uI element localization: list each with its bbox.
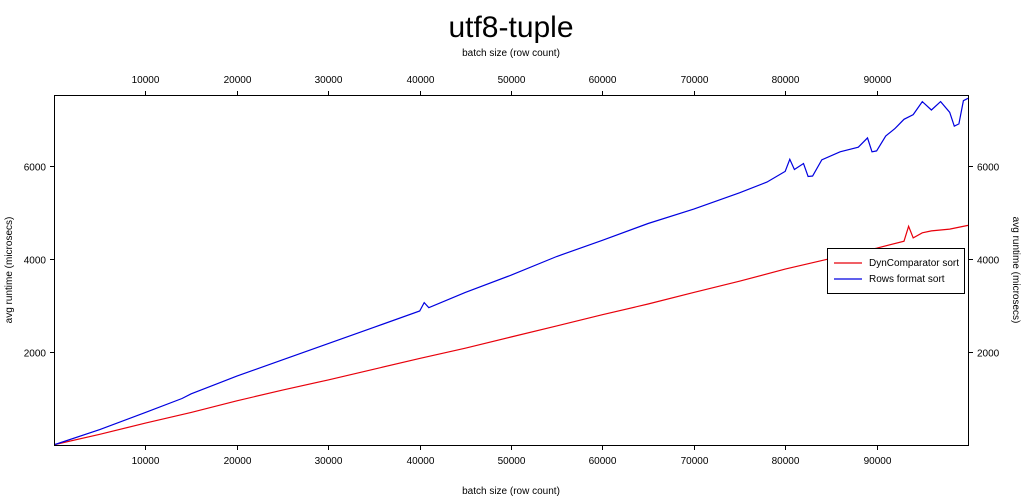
- x-tick-label-bottom: 70000: [681, 456, 709, 467]
- y-tick-label-right: 4000: [977, 256, 1000, 267]
- axis-ticks: 10000 10000 20000 20000 30000 30000 40000 40000…: [24, 75, 1000, 467]
- y-tick-label-left: 6000: [24, 163, 47, 174]
- legend: DynComparator sort Rows format sort: [827, 248, 965, 294]
- x-tick-label-top: 20000: [224, 75, 252, 86]
- legend-label-dyncomparator: DynComparator sort: [869, 258, 959, 269]
- series-line-rows-format: [54, 97, 969, 446]
- x-tick-label-bottom: 60000: [589, 456, 617, 467]
- x-axis-label-bottom: batch size (row count): [462, 486, 560, 497]
- x-tick-label-bottom: 50000: [498, 456, 526, 467]
- y-tick-label-right: 2000: [977, 349, 1000, 360]
- x-tick-label-top: 80000: [772, 75, 800, 86]
- x-tick-label-bottom: 80000: [772, 456, 800, 467]
- x-tick-label-bottom: 40000: [407, 456, 435, 467]
- series-layer: [54, 97, 969, 446]
- y-tick-label-left: 2000: [24, 349, 47, 360]
- legend-box: [827, 248, 965, 294]
- x-tick-label-top: 50000: [498, 75, 526, 86]
- y-axis-label-left: avg runtime (microsecs): [4, 217, 15, 324]
- legend-label-rows-format: Rows format sort: [869, 274, 945, 285]
- x-tick-label-bottom: 20000: [224, 456, 252, 467]
- x-tick-label-bottom: 30000: [315, 456, 343, 467]
- x-tick-label-bottom: 90000: [864, 456, 892, 467]
- x-axis-label-top: batch size (row count): [462, 48, 560, 59]
- y-tick-label-right: 6000: [977, 163, 1000, 174]
- x-tick-label-top: 60000: [589, 75, 617, 86]
- y-tick-label-left: 4000: [24, 256, 47, 267]
- y-axis-label-right: avg runtime (microsecs): [1010, 217, 1021, 324]
- x-tick-label-top: 40000: [407, 75, 435, 86]
- x-tick-label-top: 10000: [132, 75, 160, 86]
- x-tick-label-top: 90000: [864, 75, 892, 86]
- x-tick-label-bottom: 10000: [132, 456, 160, 467]
- x-tick-label-top: 30000: [315, 75, 343, 86]
- chart-title: utf8-tuple: [448, 11, 573, 44]
- series-line-dyncomparator: [54, 224, 969, 446]
- x-tick-label-top: 70000: [681, 75, 709, 86]
